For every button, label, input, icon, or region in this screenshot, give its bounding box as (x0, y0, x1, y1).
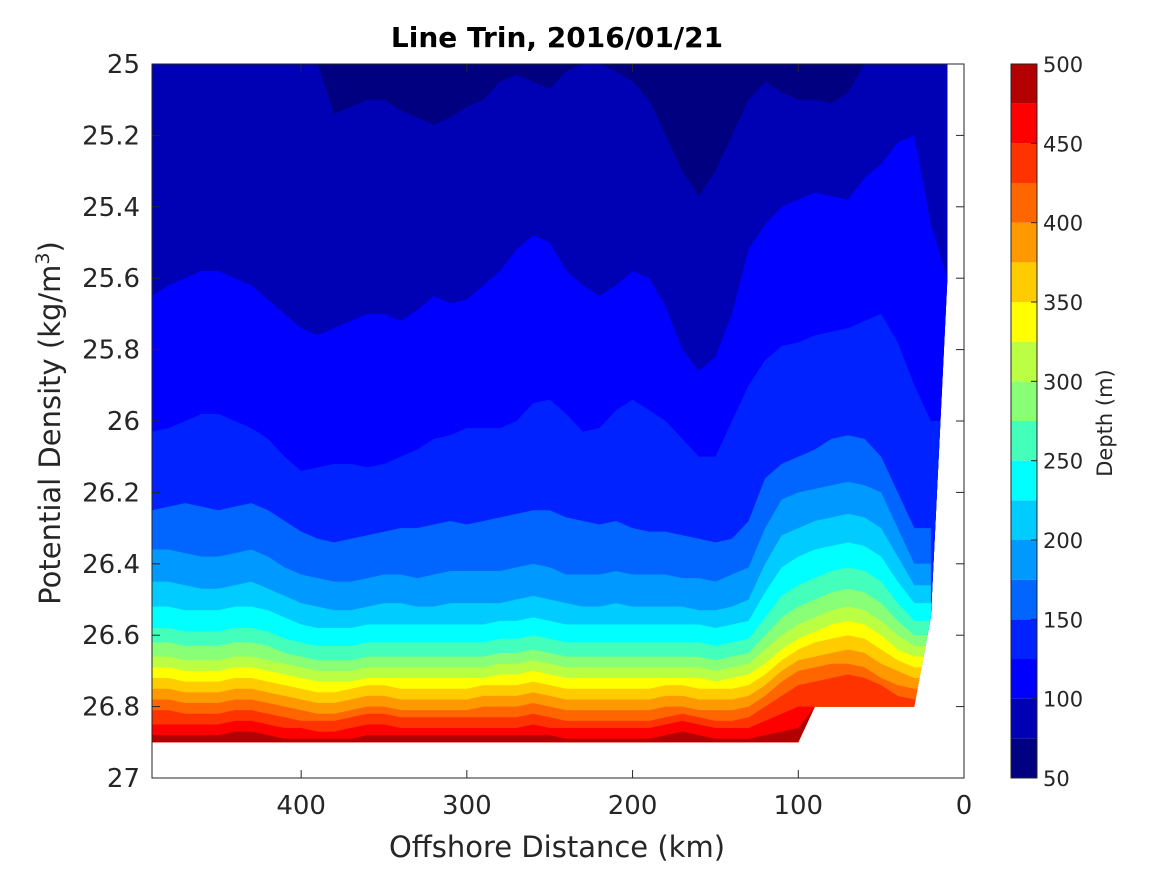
colorbar-frame (1010, 63, 1038, 779)
y-tick-label: 25.8 (82, 336, 140, 366)
colorbar-swatch (1011, 103, 1037, 144)
colorbar-tick-label: 450 (1043, 132, 1083, 156)
x-tick-label: 400 (276, 791, 326, 821)
colorbar-swatch (1011, 341, 1037, 382)
x-tick-label: 0 (956, 791, 973, 821)
colorbar-swatch (1011, 698, 1037, 739)
chart-title: Line Trin, 2016/01/21 (391, 21, 723, 54)
colorbar-swatch (1011, 579, 1037, 620)
colorbar-tick-label: 100 (1043, 688, 1083, 712)
colorbar: 50 100 150 200 250 300 350 400 450 500 (1010, 53, 1083, 791)
x-tick-label: 300 (442, 791, 492, 821)
y-axis-label: Potential Density (kg/m3) (32, 241, 67, 605)
colorbar-tick-label: 250 (1043, 450, 1083, 474)
colorbar-tick-label: 500 (1043, 53, 1083, 77)
y-tick-label: 26.8 (82, 693, 140, 723)
y-tick-label: 26.4 (82, 550, 140, 580)
y-tick-label: 26 (107, 407, 140, 437)
colorbar-swatch (1011, 262, 1037, 302)
colorbar-tick-label: 200 (1043, 529, 1083, 553)
contour-band-15 (152, 674, 931, 743)
colorbar-swatch (1011, 738, 1037, 778)
y-tick-label: 26.2 (82, 478, 140, 508)
y-tick-label: 25.6 (82, 264, 140, 294)
y-axis: 25 25.2 25.4 25.6 25.8 26 26.2 26.4 26.6 26.8 27 (82, 50, 964, 794)
colorbar-swatch (1011, 500, 1037, 540)
colorbar-swatch (1011, 619, 1037, 659)
colorbar-swatch (1011, 302, 1037, 342)
y-tick-label: 25.4 (82, 193, 140, 223)
colorbar-swatch (1011, 421, 1037, 461)
colorbar-label: Depth (m) (1093, 369, 1117, 476)
colorbar-tick-label: 50 (1043, 767, 1070, 791)
y-tick-label: 26.6 (82, 621, 140, 651)
plot-area (151, 63, 965, 779)
colorbar-tick-label: 400 (1043, 212, 1083, 236)
colorbar-swatch (1011, 460, 1037, 501)
y-tick-label: 25.2 (82, 121, 140, 151)
colorbar-swatch (1011, 183, 1037, 223)
x-axis: 400 300 200 100 0 (276, 64, 972, 821)
colorbar-swatch (1011, 143, 1037, 183)
colorbar-swatch (1011, 381, 1037, 421)
colorbar-swatch (1011, 222, 1037, 263)
x-tick-label: 200 (608, 791, 658, 821)
colorbar-swatch (1011, 540, 1037, 580)
colorbar-swatch (1011, 659, 1037, 699)
colorbar-tick-label: 300 (1043, 370, 1083, 394)
colorbar-swatch (1011, 64, 1037, 104)
colorbar-tick-label: 350 (1043, 291, 1083, 315)
x-tick-label: 100 (773, 791, 823, 821)
y-tick-label: 27 (107, 764, 140, 794)
colorbar-tick-label: 150 (1043, 608, 1083, 632)
y-tick-label: 25 (107, 50, 140, 80)
x-axis-label: Offshore Distance (km) (389, 830, 725, 864)
